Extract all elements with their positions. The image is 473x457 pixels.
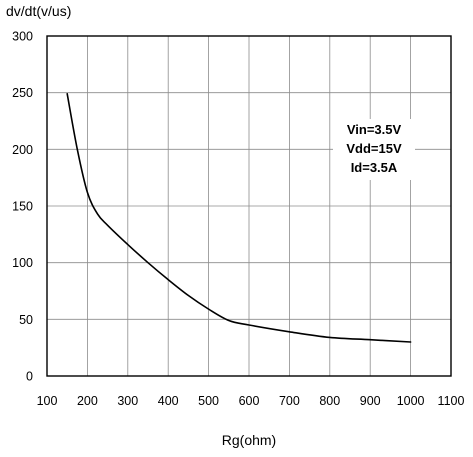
x-tick-label: 500: [198, 394, 219, 408]
annotation-block: Vin=3.5V Vdd=15V Id=3.5A: [333, 119, 415, 180]
x-tick-label: 300: [117, 394, 138, 408]
x-tick-label: 100: [37, 394, 58, 408]
annotation-line: Id=3.5A: [351, 160, 398, 175]
y-tick-label: 250: [12, 86, 33, 100]
x-tick-label: 400: [158, 394, 179, 408]
x-tick-label: 200: [77, 394, 98, 408]
y-tick-label: 100: [12, 256, 33, 270]
x-tick-label: 800: [319, 394, 340, 408]
annotation-line: Vin=3.5V: [347, 122, 402, 137]
x-tick-labels: 100 200 300 400 500 600 700 800 900 1000 1100: [37, 394, 465, 408]
y-tick-labels: 0 50 100 150 200 250 300: [12, 30, 33, 384]
plot-frame: [46, 35, 452, 377]
x-tick-label: 900: [360, 394, 381, 408]
x-tick-label: 700: [279, 394, 300, 408]
y-tick-label: 200: [12, 143, 33, 157]
annotation-line: Vdd=15V: [346, 141, 402, 156]
x-tick-label: 1000: [397, 394, 425, 408]
x-axis-label: Rg(ohm): [222, 432, 276, 448]
x-tick-label: 1100: [438, 394, 465, 408]
series-line: [66, 93, 412, 343]
y-tick-label: 300: [12, 30, 33, 44]
x-tick-label: 600: [239, 394, 260, 408]
annotation-background: [333, 119, 415, 180]
y-tick-label: 150: [12, 200, 33, 214]
y-tick-label: 0: [26, 370, 33, 384]
y-tick-label: 50: [19, 313, 33, 327]
y-axis-label: dv/dt(v/us): [6, 3, 71, 19]
